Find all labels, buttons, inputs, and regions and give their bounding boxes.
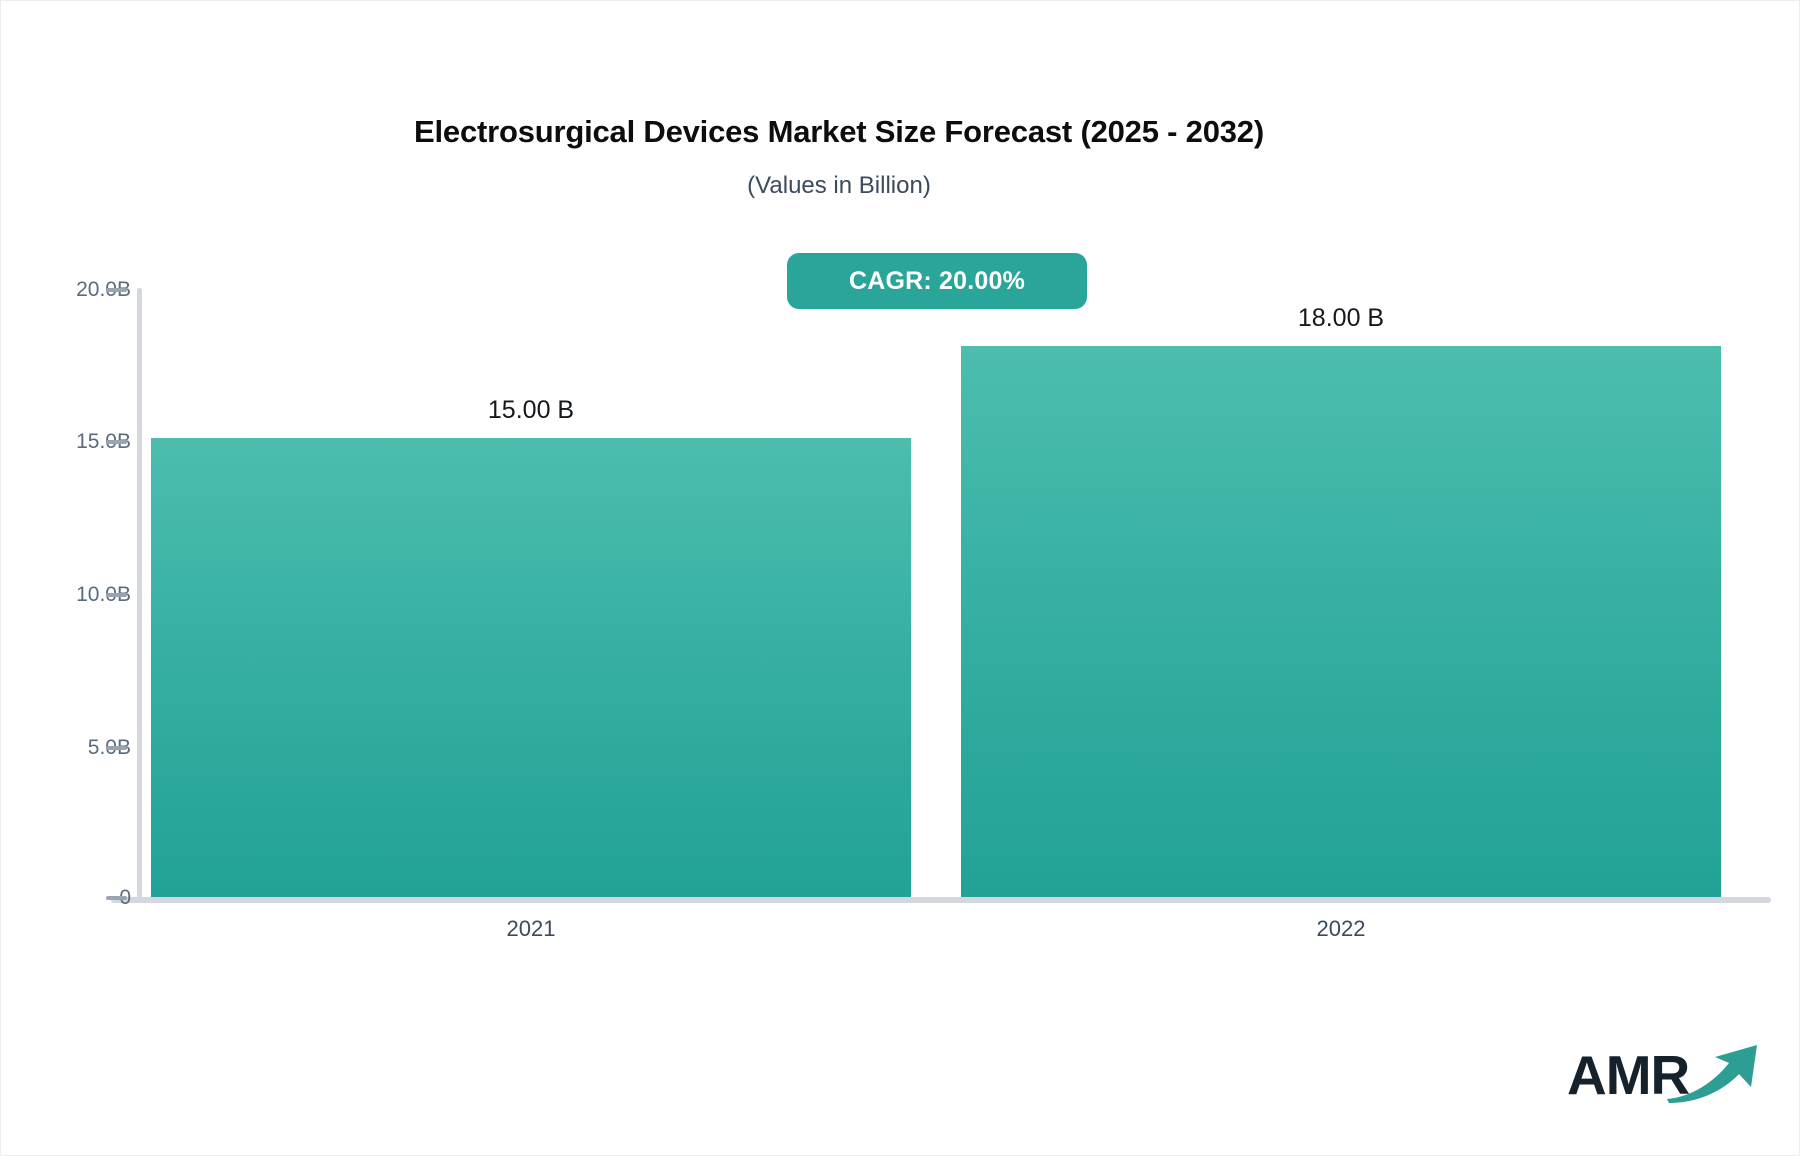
bar-value-label-2022: 18.00 B: [1297, 304, 1385, 332]
page-title: Electrosurgical Devices Market Size Fore…: [414, 114, 1264, 149]
x-axis-line: [111, 897, 1771, 903]
bar-value-label-2021: 15.00 B: [487, 396, 575, 424]
amr-logo: AMR: [1567, 1031, 1757, 1107]
chart-subtitle: (Values in Billion): [747, 172, 931, 199]
cagr-badge: CAGR: 20.00%: [787, 253, 1087, 309]
y-axis-line: [137, 288, 142, 901]
amr-logo-text: AMR: [1567, 1044, 1690, 1106]
bar-2022[interactable]: [961, 346, 1721, 897]
y-axis-tick-label: 20.0B: [76, 278, 131, 301]
x-axis-label-2021: 2021: [506, 916, 556, 941]
growth-arrow-icon: [1667, 1045, 1757, 1103]
y-axis-tick-label: 10.0B: [76, 583, 131, 606]
y-axis-tick-mark: [106, 896, 127, 900]
cagr-badge-label: CAGR: 20.00%: [848, 266, 1026, 295]
y-axis-tick-mark: [106, 440, 127, 444]
y-axis-tick-mark: [106, 288, 127, 292]
x-axis-label-2022: 2022: [1316, 916, 1366, 941]
y-axis-tick-label: 15.0B: [76, 430, 131, 453]
y-axis-tick-mark: [106, 593, 127, 597]
y-axis-tick-mark: [106, 746, 127, 750]
bar-2021[interactable]: [151, 438, 911, 897]
